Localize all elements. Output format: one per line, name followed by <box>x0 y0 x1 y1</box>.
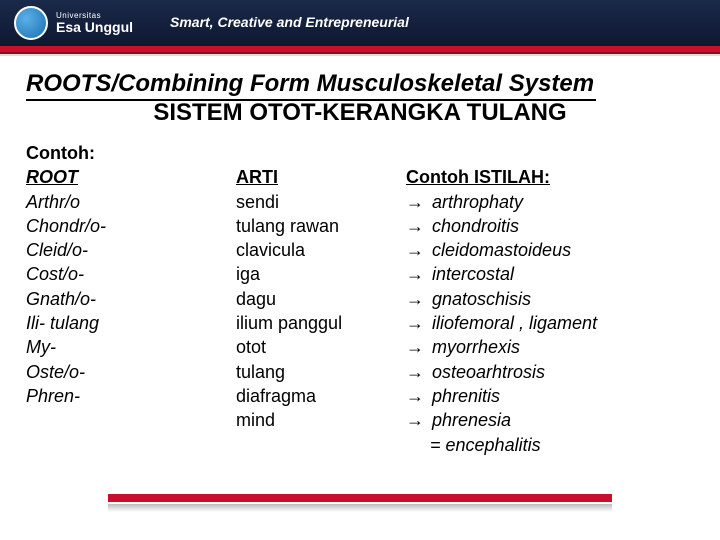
title-block: ROOTS/Combining Form Musculoskeletal Sys… <box>26 70 694 127</box>
ex-8: →phrenitis <box>406 384 694 408</box>
arti-6: otot <box>236 335 406 359</box>
arrow-icon: → <box>406 408 424 432</box>
ex-3: →intercostal <box>406 262 694 286</box>
ex-4: →gnatoschisis <box>406 287 694 311</box>
footer-shadow <box>108 504 612 512</box>
footer-red-bar <box>108 494 612 502</box>
title-line2: SISTEM OTOT-KERANGKA TULANG <box>26 99 694 127</box>
ex-5: →iliofemoral , ligament <box>406 311 694 335</box>
footer-band <box>0 494 720 540</box>
root-4: Gnath/o- <box>26 287 236 311</box>
ex-0: →arthrophaty <box>406 190 694 214</box>
arti-5: ilium panggul <box>236 311 406 335</box>
arrow-icon: → <box>406 262 424 286</box>
content-columns: Contoh: ROOT Arthr/o Chondr/o- Cleid/o- … <box>26 141 694 457</box>
ex-1: →chondroitis <box>406 214 694 238</box>
column-arti: ARTI sendi tulang rawan clavicula iga da… <box>236 141 406 457</box>
arrow-icon: → <box>406 335 424 359</box>
ex-2: →cleidomastoideus <box>406 238 694 262</box>
arti-1: tulang rawan <box>236 214 406 238</box>
arrow-icon: → <box>406 311 424 335</box>
ex-eq: = encephalitis <box>406 433 694 457</box>
root-5: Ili- tulang <box>26 311 236 335</box>
arti-7: tulang <box>236 360 406 384</box>
column-root: Contoh: ROOT Arthr/o Chondr/o- Cleid/o- … <box>26 141 236 457</box>
header-istilah: Contoh ISTILAH: <box>406 165 694 189</box>
arrow-icon: → <box>406 190 424 214</box>
arti-8: diafragma <box>236 384 406 408</box>
logo-text: Universitas Esa Unggul <box>56 12 133 34</box>
title-line1: ROOTS/Combining Form Musculoskeletal Sys… <box>26 70 596 101</box>
arti-4: dagu <box>236 287 406 311</box>
header-band: Universitas Esa Unggul Smart, Creative a… <box>0 0 720 46</box>
root-8: Phren- <box>26 384 236 408</box>
logo-block: Universitas Esa Unggul <box>14 6 133 40</box>
root-1: Chondr/o- <box>26 214 236 238</box>
arrow-icon: → <box>406 360 424 384</box>
ex-7: →osteoarhtrosis <box>406 360 694 384</box>
tagline: Smart, Creative and Entrepreneurial <box>170 14 409 30</box>
label-contoh: Contoh: <box>26 141 236 165</box>
arrow-icon: → <box>406 384 424 408</box>
arti-2: clavicula <box>236 238 406 262</box>
root-3: Cost/o- <box>26 262 236 286</box>
logo-icon <box>14 6 48 40</box>
ex-extra: →phrenesia <box>406 408 694 432</box>
root-7: Oste/o- <box>26 360 236 384</box>
accent-bar <box>0 46 720 54</box>
root-0: Arthr/o <box>26 190 236 214</box>
root-2: Cleid/o- <box>26 238 236 262</box>
slide-body: ROOTS/Combining Form Musculoskeletal Sys… <box>0 56 720 457</box>
header-root: ROOT <box>26 165 236 189</box>
header-arti: ARTI <box>236 165 406 189</box>
arti-extra: mind <box>236 408 406 432</box>
arti-0: sendi <box>236 190 406 214</box>
logo-big: Esa Unggul <box>56 20 133 34</box>
arrow-icon: → <box>406 214 424 238</box>
ex-6: →myorrhexis <box>406 335 694 359</box>
arti-3: iga <box>236 262 406 286</box>
root-6: My- <box>26 335 236 359</box>
column-istilah: Contoh ISTILAH: →arthrophaty →chondroiti… <box>406 141 694 457</box>
arrow-icon: → <box>406 287 424 311</box>
arrow-icon: → <box>406 238 424 262</box>
